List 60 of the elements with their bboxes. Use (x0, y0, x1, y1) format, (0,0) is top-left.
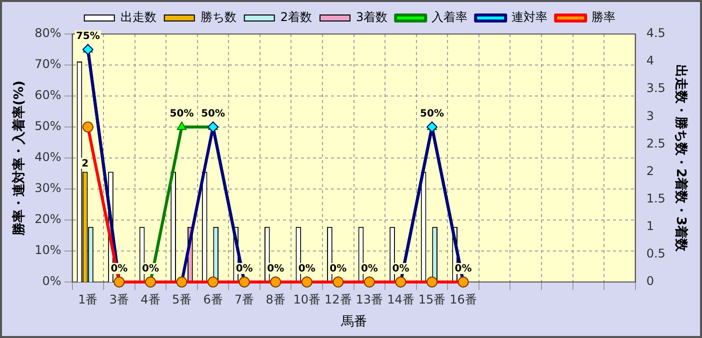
legend-label: 連対率 (512, 10, 548, 24)
x-tick-label: 7番 (234, 292, 254, 306)
y2-tick-label: 2.5 (646, 136, 666, 150)
x-tick-label: 4番 (140, 292, 160, 306)
y-tick-label: 50% (34, 119, 62, 134)
data-label: 50% (170, 108, 194, 120)
y2-tick-label: 4 (646, 54, 654, 68)
point (82, 44, 94, 55)
y-axis-title: 勝率・連対率・入着率(%) (11, 80, 28, 236)
y-tick-label: 10% (34, 243, 62, 258)
x-tick-label: 6番 (203, 292, 223, 306)
y-tick-label: 70% (34, 57, 62, 72)
y2-tick-label: 3 (646, 108, 654, 123)
y2-tick-label: 1 (646, 219, 654, 234)
y2-axis-title: 出走数・勝ち数・2着数・3着数 (672, 64, 689, 253)
legend-label: 2着数 (280, 10, 312, 24)
y-tick-label: 30% (34, 181, 62, 196)
data-label: 0% (236, 264, 253, 275)
data-label: 50% (420, 108, 444, 120)
y-tick-label: 40% (34, 150, 62, 164)
x-tick-label: 8番 (266, 292, 286, 306)
legend-label: 出走数 (120, 10, 156, 24)
y2-tick-label: 1.5 (646, 191, 666, 206)
data-label: 0% (360, 264, 378, 275)
data-label: 0% (298, 264, 316, 275)
y2-tick-label: 4.5 (646, 26, 666, 40)
data-label: 0% (454, 264, 472, 275)
data-label: 75% (76, 31, 100, 42)
x-tick-label: 15番 (418, 292, 446, 306)
x-tick-label: 3番 (109, 292, 130, 306)
y2-tick-label: 0.5 (646, 246, 666, 261)
x-tick-label: 16番 (450, 292, 477, 306)
x-tick-label: 5番 (172, 292, 192, 306)
point (208, 122, 219, 132)
x-tick-label: 12番 (324, 292, 352, 306)
y-tick-label: 0% (42, 274, 62, 288)
y2-tick-label: 0 (646, 274, 654, 288)
data-label: 2 (82, 158, 89, 170)
y-tick-label: 20% (34, 212, 62, 226)
y2-tick-label: 3.5 (646, 81, 666, 96)
x-tick-label: 14番 (387, 292, 414, 306)
legend-label: 入着率 (432, 10, 468, 24)
data-label: 0% (330, 264, 347, 275)
y-tick-label: 60% (34, 88, 62, 102)
legend-label: 勝ち数 (200, 10, 236, 24)
data-label: 0% (110, 264, 128, 275)
x-tick-label: 13番 (356, 292, 384, 306)
data-label: 50% (201, 108, 225, 120)
x-tick-label: 1番 (78, 292, 98, 306)
data-label: 0% (142, 264, 159, 275)
y-tick-label: 80% (34, 26, 62, 40)
data-label: 0% (267, 264, 284, 275)
data-label: 0% (392, 264, 410, 275)
x-tick-label: 10番 (293, 292, 321, 306)
point (176, 122, 187, 130)
y2-tick-label: 2 (646, 164, 654, 178)
legend-label: 3着数 (356, 10, 388, 24)
point (426, 122, 438, 132)
legend-label: 勝率 (592, 10, 616, 24)
x-axis-title: 馬番 (340, 314, 367, 330)
